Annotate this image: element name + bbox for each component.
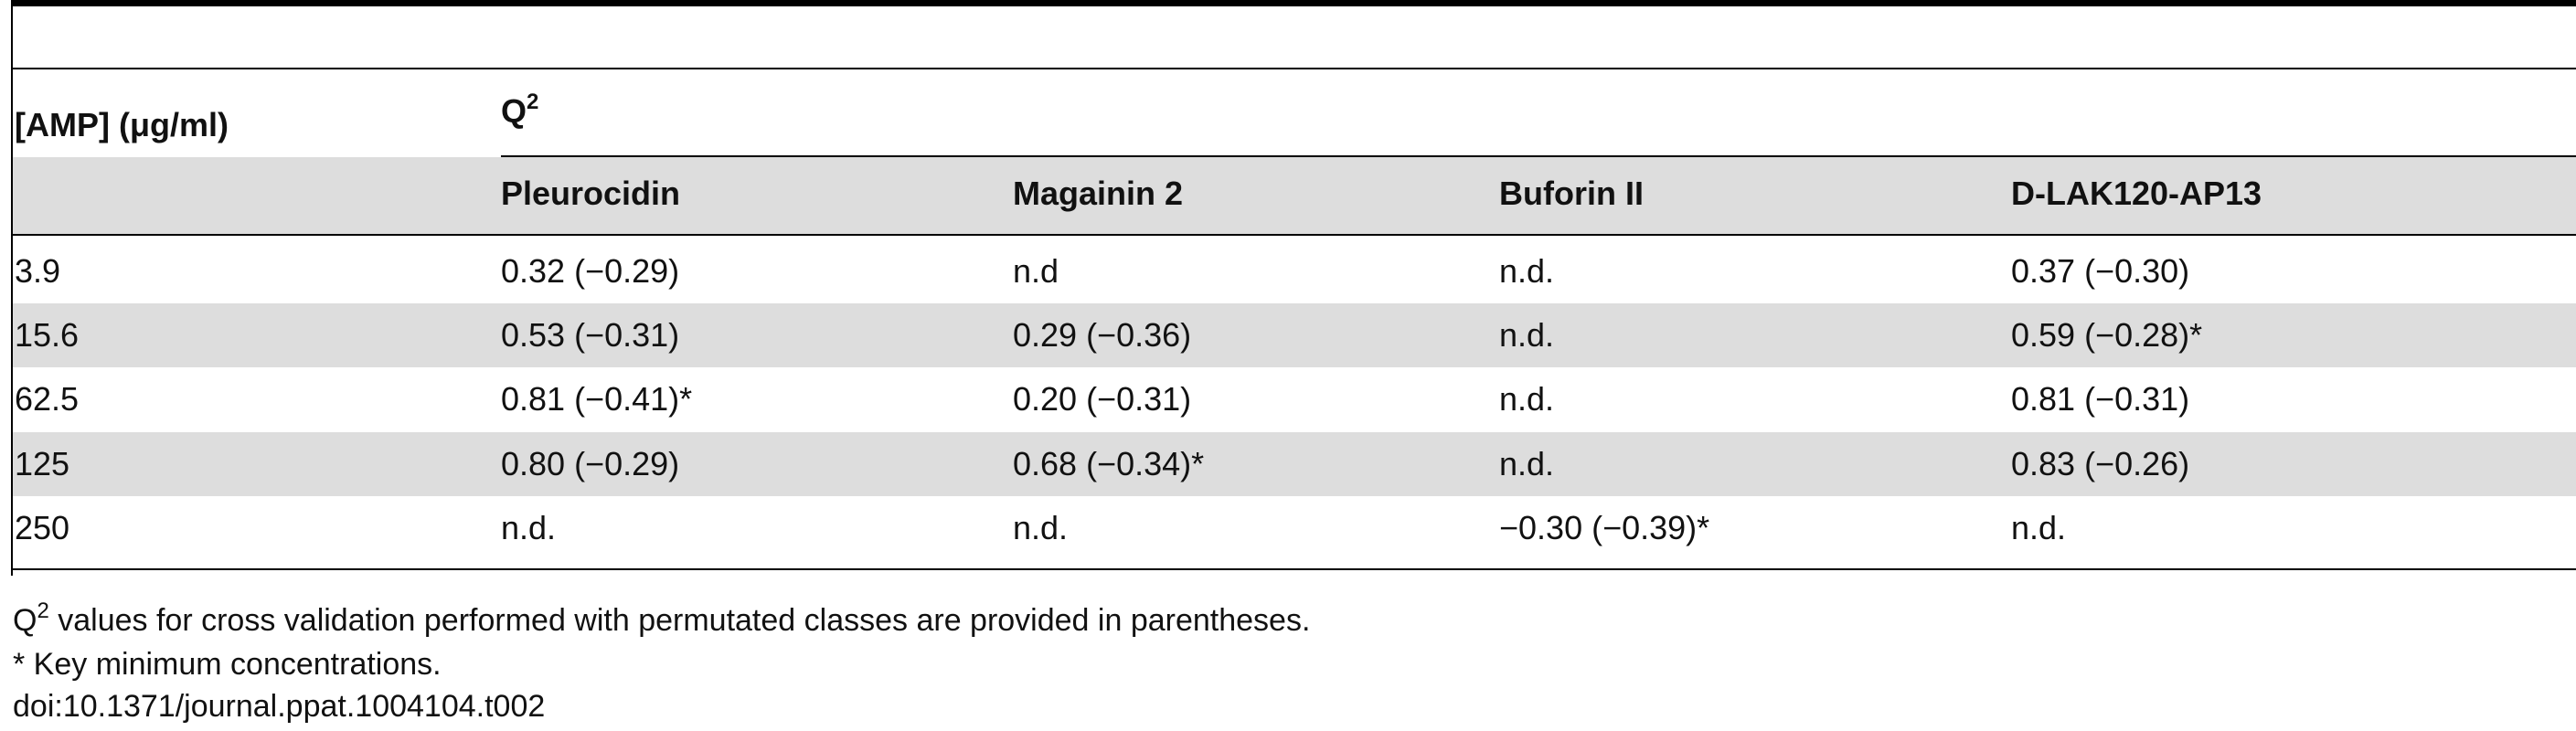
row-cell: 0.53 (−0.31) (501, 316, 680, 354)
row-cell: n.d. (501, 509, 557, 546)
header-group-label-text: Q (501, 92, 527, 130)
row-amp: 125 (15, 445, 70, 482)
header-bottom-rule (13, 234, 2576, 236)
row-band (13, 303, 2576, 367)
footnote-key: * Key minimum concentrations. (13, 647, 442, 682)
footnote-q2-sup: 2 (37, 598, 49, 623)
row-cell: −0.30 (−0.39)* (1499, 509, 1710, 546)
header-row-label: [AMP] (μg/ml) (15, 106, 229, 143)
row-cell: n.d. (1499, 380, 1555, 418)
row-cell: 0.37 (−0.30) (2011, 252, 2190, 290)
header-col-pleurocidin: Pleurocidin (501, 175, 681, 212)
row-cell: 0.81 (−0.31) (2011, 380, 2190, 418)
row-amp: 3.9 (15, 252, 61, 290)
row-cell: n.d. (1499, 252, 1555, 290)
row-cell: n.d. (1499, 316, 1555, 354)
footnote-q2-prefix: Q (13, 603, 37, 638)
table-bottom-rule (13, 568, 2576, 570)
row-amp: 15.6 (15, 316, 80, 354)
row-cell: 0.20 (−0.31) (1013, 380, 1192, 418)
row-cell: n.d. (1013, 509, 1069, 546)
header-col-buforin: Buforin II (1499, 175, 1644, 212)
header-rule (13, 68, 2576, 69)
row-cell: n.d (1013, 252, 1059, 290)
header-band (13, 157, 2576, 234)
header-col-dlak: D-LAK120-AP13 (2011, 175, 2262, 212)
row-cell: 0.83 (−0.26) (2011, 445, 2190, 482)
row-cell: 0.68 (−0.34)* (1013, 445, 1205, 482)
header-group-label: Q2 (501, 91, 538, 132)
row-cell: 0.29 (−0.36) (1013, 316, 1192, 354)
footnote-doi: doi:10.1371/journal.ppat.1004104.t002 (13, 689, 546, 724)
group-rule (501, 155, 2576, 157)
row-cell: n.d. (2011, 509, 2067, 546)
table-left-edge (11, 0, 13, 576)
row-cell: 0.32 (−0.29) (501, 252, 680, 290)
header-group-label-sup: 2 (527, 90, 539, 114)
row-cell: 0.59 (−0.28)* (2011, 316, 2203, 354)
row-cell: 0.81 (−0.41)* (501, 380, 693, 418)
row-cell: 0.80 (−0.29) (501, 445, 680, 482)
row-band (13, 432, 2576, 496)
footnote-q2: Q2 values for cross validation performed… (13, 598, 1311, 640)
row-cell: n.d. (1499, 445, 1555, 482)
footnote-q2-text: values for cross validation performed wi… (48, 603, 1311, 638)
header-col-magainin: Magainin 2 (1013, 175, 1184, 212)
row-amp: 250 (15, 509, 70, 546)
row-amp: 62.5 (15, 380, 80, 418)
table-top-rule (13, 0, 2576, 6)
